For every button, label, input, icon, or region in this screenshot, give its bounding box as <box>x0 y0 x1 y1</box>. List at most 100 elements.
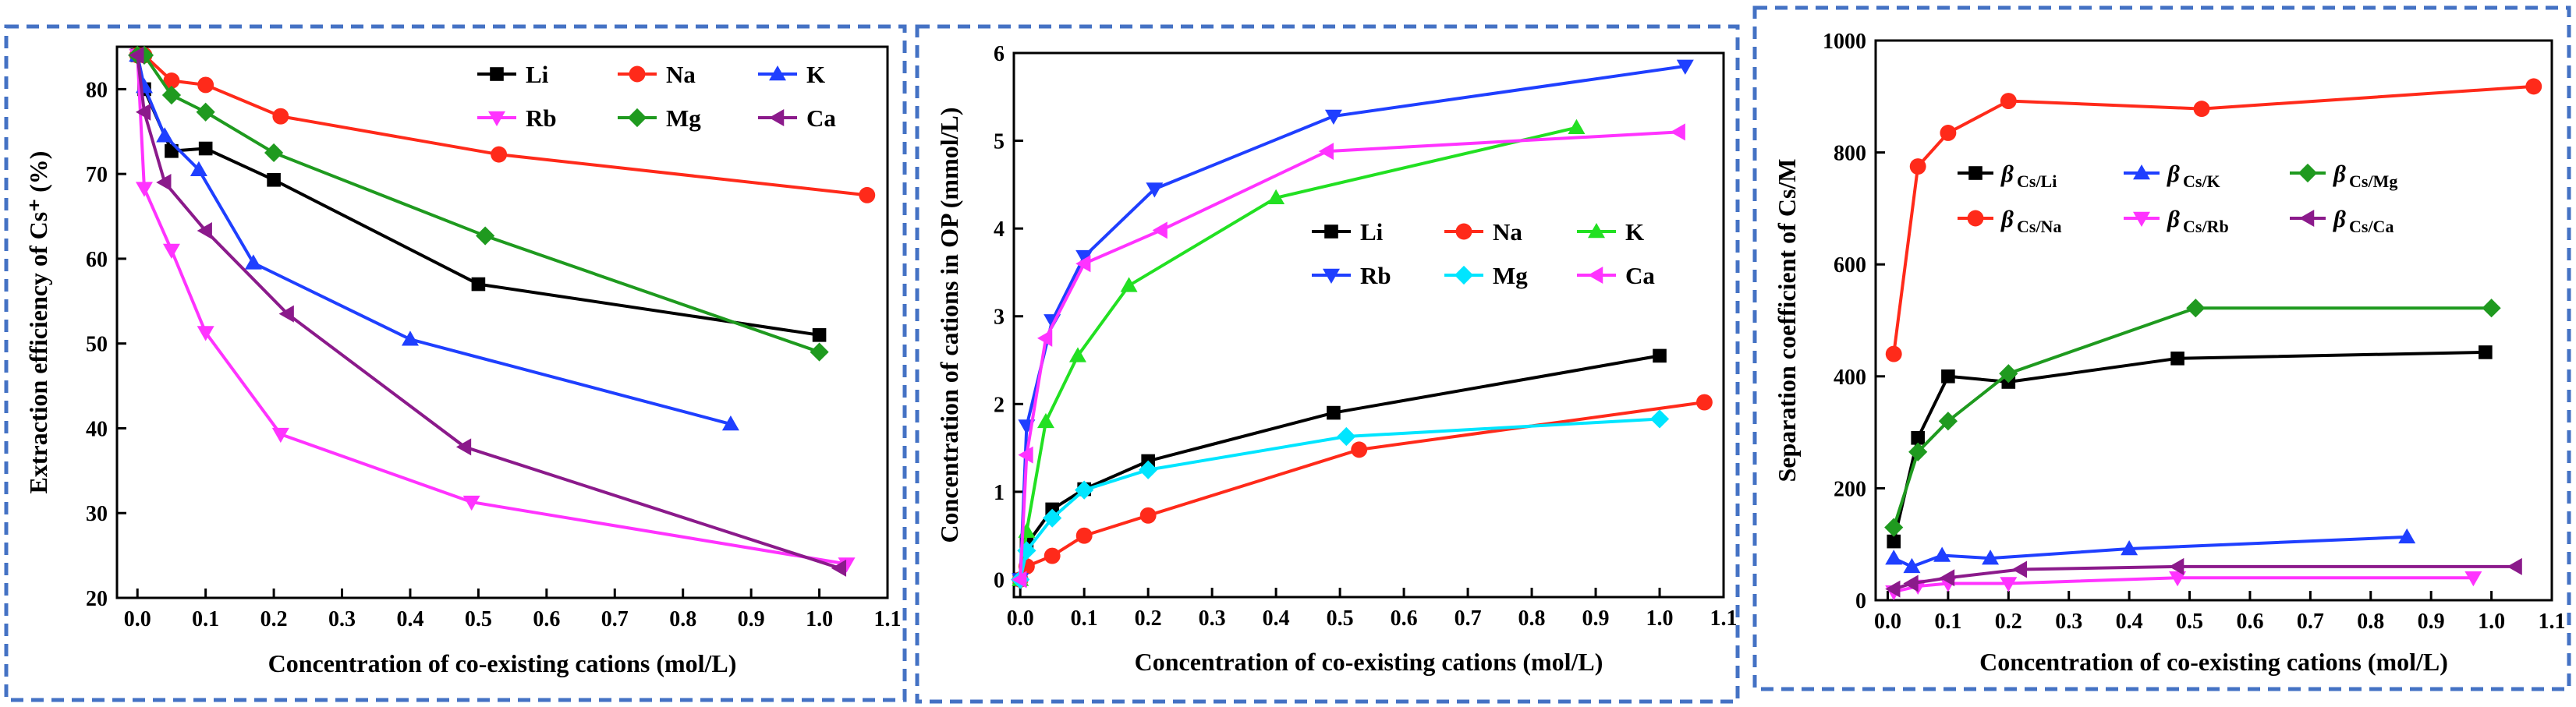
legend-swatch-marker <box>1588 267 1603 284</box>
x-tick-label: 0.1 <box>1934 610 1961 634</box>
legend-label: Ca <box>806 104 836 132</box>
legend-label: Li <box>1360 218 1384 246</box>
data-point <box>2193 101 2210 118</box>
x-tick-label: 0.4 <box>1263 606 1290 631</box>
y-tick-label: 1000 <box>1823 30 1866 54</box>
series-line <box>1892 306 2492 528</box>
data-point <box>264 143 284 163</box>
series-ca <box>1012 123 1685 589</box>
x-axis-label: Concentration of co-existing cations (mo… <box>1135 648 1603 676</box>
data-point <box>1653 348 1667 363</box>
data-point <box>1318 143 1334 161</box>
legend-item: K <box>758 61 825 88</box>
y-tick-label: 5 <box>994 130 1005 154</box>
data-point <box>1885 345 1902 362</box>
legend-swatch-marker <box>2298 163 2318 183</box>
data-point <box>1075 527 1093 544</box>
legend-swatch-marker <box>1455 223 1472 240</box>
y-tick-label: 50 <box>86 333 108 357</box>
x-tick-label: 0.9 <box>2418 610 2445 634</box>
x-tick-label: 0.5 <box>2176 610 2203 634</box>
legend-label-subscript: Cs/K <box>2183 171 2220 191</box>
y-tick-label: 30 <box>86 502 108 526</box>
data-point <box>810 342 829 362</box>
legend-label: Mg <box>666 104 701 132</box>
legend: Li Na K Rb Mg Ca <box>477 61 836 132</box>
legend-item: β Cs/Ca <box>2290 205 2394 236</box>
data-point <box>1120 277 1138 292</box>
x-tick-label: 0.1 <box>192 607 219 631</box>
x-tick-label: 0.0 <box>124 607 151 631</box>
data-point <box>859 186 876 203</box>
data-point <box>1075 480 1094 500</box>
x-tick-label: 0.7 <box>601 607 629 631</box>
data-point <box>1982 550 2000 565</box>
y-tick-label: 200 <box>1834 477 1866 501</box>
x-tick-label: 0.6 <box>533 607 560 631</box>
data-point <box>1075 255 1091 273</box>
plot-area-frame <box>115 45 889 599</box>
legend-item: Ca <box>1577 262 1655 289</box>
legend-label-subscript: Cs/Li <box>2017 171 2057 191</box>
data-point <box>163 72 180 89</box>
legend-label: β <box>2333 160 2346 187</box>
series-cs-ca <box>1885 557 2522 598</box>
data-point <box>1909 158 1926 175</box>
x-tick-label: 0.7 <box>2297 610 2324 634</box>
series-line <box>1892 84 2534 355</box>
x-tick-label: 0.8 <box>1518 606 1546 631</box>
data-point <box>162 243 180 260</box>
data-point <box>838 557 856 573</box>
legend-label: Ca <box>1625 262 1655 289</box>
series-rb <box>129 48 856 573</box>
y-axis-label: Separation coefficient of Cs/M <box>1773 158 1801 482</box>
legend-label: β <box>2333 205 2346 232</box>
legend-label: Li <box>526 61 549 88</box>
series-cs-k <box>1885 528 2416 574</box>
data-point <box>2186 299 2206 318</box>
legend-item: Mg <box>618 104 701 132</box>
series-line <box>136 55 732 426</box>
data-point <box>1938 412 1958 431</box>
data-point <box>135 182 153 197</box>
legend-swatch-marker <box>2299 210 2315 227</box>
legend-label-subscript: Cs/Rb <box>2183 217 2229 236</box>
data-point <box>1044 547 1061 564</box>
x-tick-label: 0.2 <box>1995 610 2022 634</box>
data-point <box>2525 78 2542 95</box>
data-point <box>1649 409 1670 429</box>
data-point <box>278 305 294 323</box>
x-tick-label: 1.0 <box>806 607 833 631</box>
y-axis-label: Extraction efficiency of Cs⁺ (%) <box>24 151 52 494</box>
series-cs-mg <box>1884 299 2501 537</box>
x-tick-label: 0.6 <box>2236 610 2263 634</box>
data-point <box>197 222 212 240</box>
series-k <box>129 46 739 431</box>
x-tick-label: 0.1 <box>1071 606 1098 631</box>
x-tick-label: 0.4 <box>396 607 423 631</box>
legend-swatch-marker <box>1968 166 1982 180</box>
series-line <box>136 55 847 566</box>
series-li <box>1013 348 1667 587</box>
panel-frame-middle <box>915 24 1740 704</box>
legend-item: K <box>1577 218 1644 246</box>
series-line <box>136 55 841 570</box>
y-tick-label: 1 <box>994 481 1005 505</box>
legend-item: Na <box>618 61 696 88</box>
series-line <box>136 55 820 337</box>
legend-label: K <box>1625 218 1644 246</box>
legend-label: Rb <box>526 104 557 132</box>
x-tick-label: 0.3 <box>328 607 356 631</box>
data-point <box>198 141 213 156</box>
data-point <box>1152 221 1168 239</box>
data-point <box>1324 109 1342 125</box>
x-tick-label: 0.9 <box>1582 606 1610 631</box>
data-point <box>1939 569 1955 587</box>
x-tick-label: 0.8 <box>2357 610 2384 634</box>
legend-swatch-marker <box>1323 268 1340 284</box>
legend-label: β <box>2000 205 2014 232</box>
data-point <box>1999 364 2018 384</box>
legend-swatch-marker <box>629 65 646 83</box>
x-tick-label: 0.0 <box>1874 610 1901 634</box>
x-tick-label: 1.1 <box>2539 610 2566 634</box>
